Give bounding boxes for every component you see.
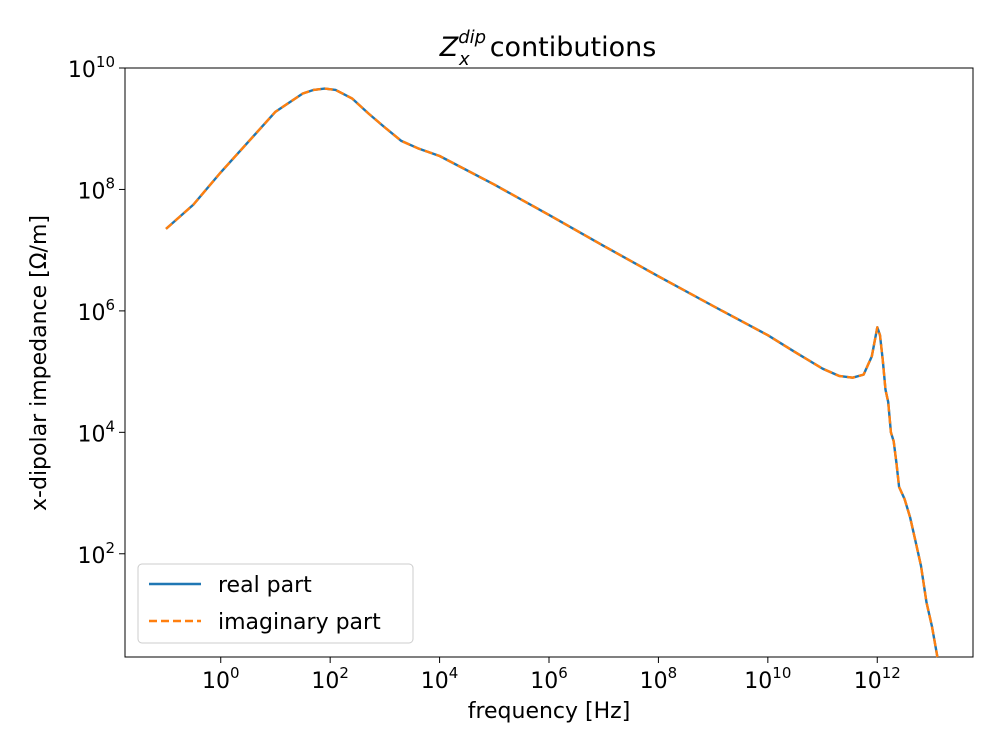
y-tick-label: 102 bbox=[77, 539, 115, 569]
x-tick-exponent: 2 bbox=[339, 664, 349, 682]
x-tick-base: 10 bbox=[202, 669, 230, 694]
x-tick-label: 108 bbox=[640, 664, 678, 694]
x-tick-label: 1010 bbox=[744, 664, 791, 694]
x-tick-base: 10 bbox=[744, 669, 772, 694]
y-tick-exponent: 6 bbox=[105, 296, 115, 314]
x-tick-exponent: 12 bbox=[882, 664, 901, 682]
y-tick-base: 10 bbox=[77, 422, 105, 447]
x-tick-label: 1012 bbox=[854, 664, 901, 694]
x-tick-base: 10 bbox=[421, 669, 449, 694]
y-tick-label: 104 bbox=[77, 417, 115, 447]
series-layer bbox=[165, 87, 939, 658]
y-tick-exponent: 2 bbox=[105, 539, 115, 557]
x-tick-exponent: 10 bbox=[772, 664, 791, 682]
title-subscript: x bbox=[458, 49, 470, 70]
x-tick-base: 10 bbox=[530, 669, 558, 694]
y-tick-base: 10 bbox=[77, 544, 105, 569]
legend-box bbox=[137, 563, 414, 644]
title-symbol: Z bbox=[439, 32, 459, 63]
x-tick-label: 100 bbox=[202, 664, 240, 694]
y-axis-label: x-dipolar impedance [Ω/m] bbox=[27, 215, 52, 511]
y-tick-base: 10 bbox=[77, 301, 105, 326]
y-tick-label: 106 bbox=[77, 296, 115, 326]
y-tick-exponent: 10 bbox=[96, 53, 115, 71]
series-line-imaginary bbox=[165, 87, 939, 658]
title-text: contibutions bbox=[490, 32, 657, 63]
title-superscript: dip bbox=[458, 27, 486, 48]
y-tick-base: 10 bbox=[68, 58, 96, 83]
x-tick-exponent: 8 bbox=[668, 664, 678, 682]
x-tick-exponent: 4 bbox=[449, 664, 459, 682]
chart-title: Zdip x contibutions bbox=[439, 27, 657, 70]
legend-label-imaginary: imaginary part bbox=[218, 610, 381, 635]
y-tick-label: 108 bbox=[77, 174, 115, 204]
x-axis-ticks: 100 102 104 106 108 1010 1012 bbox=[202, 657, 901, 694]
x-tick-exponent: 0 bbox=[230, 664, 240, 682]
x-tick-base: 10 bbox=[640, 669, 668, 694]
x-tick-label: 106 bbox=[530, 664, 568, 694]
y-tick-exponent: 4 bbox=[105, 417, 115, 435]
x-axis-label: frequency [Hz] bbox=[468, 699, 631, 724]
y-tick-label: 1010 bbox=[68, 53, 115, 83]
x-tick-label: 104 bbox=[421, 664, 459, 694]
x-tick-base: 10 bbox=[311, 669, 339, 694]
y-tick-exponent: 8 bbox=[105, 174, 115, 192]
legend: real part imaginary part bbox=[137, 563, 414, 644]
x-tick-exponent: 6 bbox=[558, 664, 568, 682]
y-tick-base: 10 bbox=[77, 179, 105, 204]
x-tick-label: 102 bbox=[311, 664, 349, 694]
x-tick-base: 10 bbox=[854, 669, 882, 694]
legend-label-real: real part bbox=[218, 573, 312, 598]
